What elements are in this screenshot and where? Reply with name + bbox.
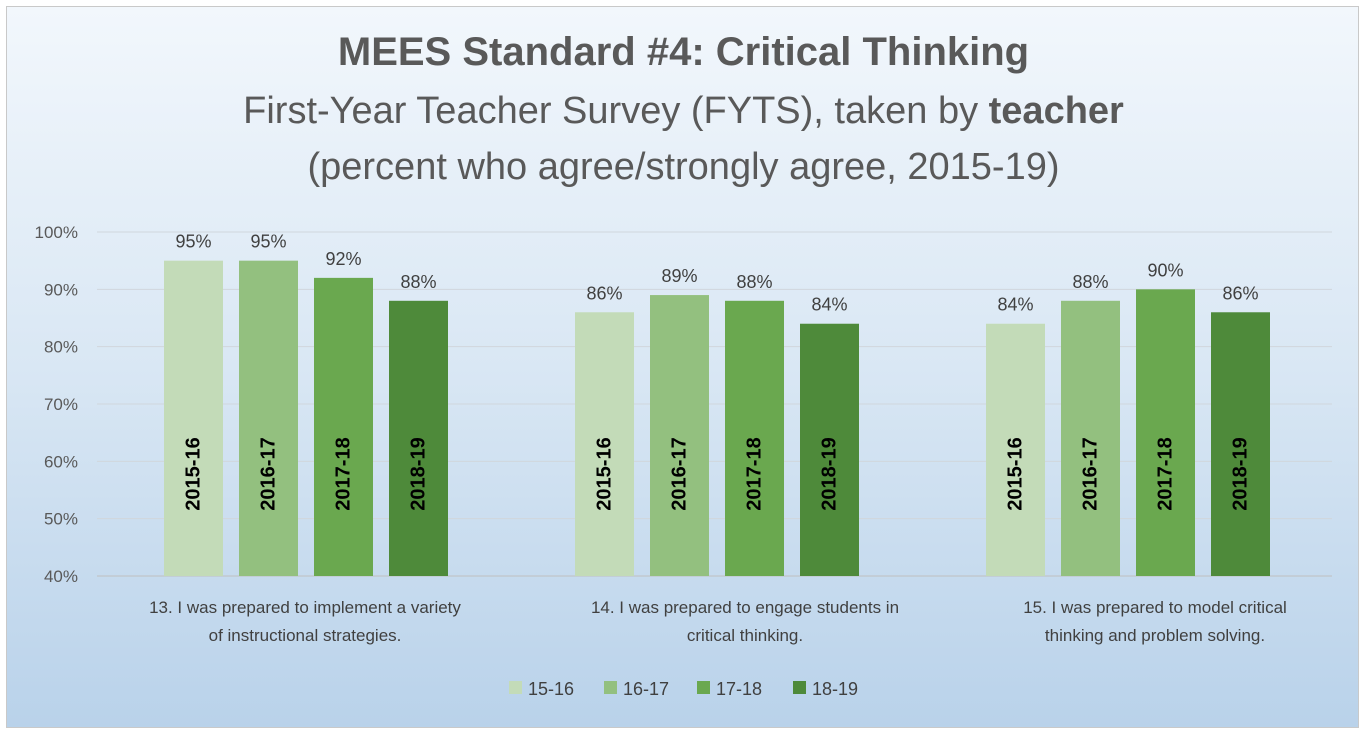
bar-year-label: 2016-17 — [258, 437, 280, 510]
y-tick-label: 70% — [44, 395, 78, 414]
y-tick-label: 80% — [44, 338, 78, 357]
data-label: 88% — [400, 272, 436, 292]
x-category-label: thinking and problem solving. — [1045, 626, 1265, 645]
data-label: 86% — [586, 283, 622, 303]
bar-year-label: 2017-18 — [333, 437, 355, 510]
bar — [389, 300, 448, 576]
y-tick-label: 100% — [35, 223, 78, 242]
x-category-label: critical thinking. — [687, 626, 803, 645]
data-label: 84% — [997, 295, 1033, 315]
x-category-label: 15. I was prepared to model critical — [1023, 598, 1287, 617]
data-label: 89% — [661, 266, 697, 286]
bar-year-label: 2018-19 — [819, 437, 841, 510]
bar — [986, 323, 1045, 576]
y-tick-label: 50% — [44, 510, 78, 529]
legend-entry: 18-19 — [812, 679, 858, 699]
legend-swatch — [697, 681, 710, 694]
bar — [725, 300, 784, 576]
x-category-label: 13. I was prepared to implement a variet… — [149, 598, 461, 617]
data-label: 88% — [736, 272, 772, 292]
y-tick-label: 90% — [44, 280, 78, 299]
y-tick-label: 40% — [44, 567, 78, 586]
chart-title: MEES Standard #4: Critical Thinking — [337, 30, 1030, 74]
data-label: 95% — [250, 232, 286, 252]
chart-subtitle-note: (percent who agree/strongly agree, 2015-… — [307, 146, 1060, 188]
data-label: 88% — [1072, 272, 1108, 292]
bar-year-label: 2016-17 — [1080, 437, 1102, 510]
bar — [1211, 312, 1270, 576]
legend-entry: 17-18 — [716, 679, 762, 699]
subtitle-prefix: First-Year Teacher Survey (FYTS), taken … — [243, 90, 989, 132]
bar-year-label: 2017-18 — [744, 437, 766, 510]
bar-year-label: 2016-17 — [669, 437, 691, 510]
bar-year-label: 2018-19 — [1230, 437, 1252, 510]
data-label: 92% — [325, 249, 361, 269]
bar — [164, 260, 223, 576]
bar — [314, 277, 373, 576]
legend-swatch — [604, 681, 617, 694]
bar — [1136, 289, 1195, 576]
bar — [650, 295, 709, 576]
y-tick-label: 60% — [44, 452, 78, 471]
bar — [1061, 300, 1120, 576]
bar-year-label: 2015-16 — [183, 437, 205, 510]
chart-subtitle: First-Year Teacher Survey (FYTS), taken … — [0, 90, 1367, 133]
bar-year-label: 2015-16 — [594, 437, 616, 510]
legend-swatch — [793, 681, 806, 694]
bar — [800, 323, 859, 576]
legend-entry: 15-16 — [528, 679, 574, 699]
bar-year-label: 2017-18 — [1155, 437, 1177, 510]
bar — [239, 260, 298, 576]
x-category-label: 14. I was prepared to engage students in — [591, 598, 899, 617]
x-category-label: of instructional strategies. — [209, 626, 402, 645]
data-label: 90% — [1147, 260, 1183, 280]
bar — [575, 312, 634, 576]
legend-entry: 16-17 — [623, 679, 669, 699]
data-label: 86% — [1222, 283, 1258, 303]
subtitle-emphasis: teacher — [988, 90, 1124, 132]
bar-year-label: 2018-19 — [408, 437, 430, 510]
data-label: 84% — [811, 295, 847, 315]
data-label: 95% — [175, 232, 211, 252]
bar-year-label: 2015-16 — [1005, 437, 1027, 510]
legend-swatch — [509, 681, 522, 694]
